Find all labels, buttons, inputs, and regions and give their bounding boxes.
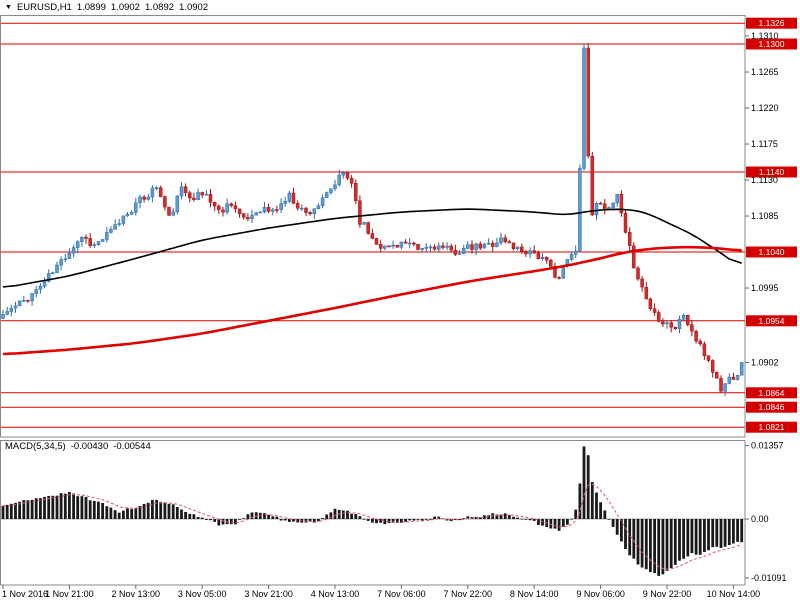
price-line-tag-label: 1.0821 xyxy=(759,422,785,432)
macd-signal-value: -0.00544 xyxy=(113,441,151,452)
price-line-tag-label: 1.0846 xyxy=(759,402,785,412)
x-axis-label: 1 Nov 2016 xyxy=(2,589,48,599)
x-axis-label: 1 Nov 21:00 xyxy=(45,589,94,599)
x-axis-label: 9 Nov 22:00 xyxy=(643,589,692,599)
y-axis-label: 1.0995 xyxy=(751,283,779,293)
price-line-tag-label: 1.1040 xyxy=(759,247,785,257)
macd-signal-line xyxy=(2,483,742,570)
x-axis-label: 3 Nov 05:00 xyxy=(178,589,227,599)
price-line-tag-label: 1.1300 xyxy=(759,39,785,49)
price-axis-labels: 1.1310 1.1265 1.1220 1.1175 1.1130 1.1085 1.09… xyxy=(745,31,779,367)
price-line-tag-label: 1.1140 xyxy=(759,167,785,177)
macd-scale-labels: 0.01357 0.00 -0.01091 xyxy=(745,441,787,583)
price-line-tag-label: 1.1326 xyxy=(759,18,785,28)
current-price-label: 1.0902 xyxy=(751,357,779,367)
chart-info-line: ▼ EURUSD,H1 1.0899 1.0902 1.0892 1.0902 xyxy=(5,2,208,13)
y-axis-label: 1.1220 xyxy=(751,103,779,113)
x-axis-label: 8 Nov 14:00 xyxy=(510,589,559,599)
macd-histogram xyxy=(1,446,744,576)
x-axis-label: 9 Nov 06:00 xyxy=(576,589,625,599)
x-axis-label: 4 Nov 13:00 xyxy=(311,589,360,599)
ma-slow-line xyxy=(2,245,742,356)
macd-indicator-label: MACD(5,34,5) xyxy=(5,441,66,452)
price-line-tag-label: 1.0864 xyxy=(759,388,785,398)
macd-main-value: -0.00430 xyxy=(70,441,109,452)
x-axis-label: 7 Nov 22:00 xyxy=(444,589,493,599)
candlesticks xyxy=(1,43,744,396)
ohlc-open-value: 1.0899 xyxy=(76,2,106,13)
price-line-tag-label: 1.0954 xyxy=(759,316,785,326)
ma-fast-line xyxy=(2,208,742,288)
ohlc-low-value: 1.0892 xyxy=(144,2,175,13)
x-axis-label: 10 Nov 14:00 xyxy=(707,589,761,599)
y-axis-label: 1.1085 xyxy=(751,211,779,221)
x-axis-label: 2 Nov 13:00 xyxy=(112,589,161,599)
ohlc-high-value: 1.0902 xyxy=(110,2,140,13)
macd-scale-label: -0.01091 xyxy=(751,573,787,583)
y-axis-label: 1.1175 xyxy=(751,139,778,149)
main-chart-frame xyxy=(0,15,746,438)
macd-scale-label: 0.00 xyxy=(751,514,769,524)
price-line-tags: 1.1326 1.1300 1.1140 1.1040 1.0954 1.0864 1.08… xyxy=(746,17,797,433)
symbol-timeframe-label: EURUSD,H1 xyxy=(16,2,72,13)
y-axis-label: 1.1130 xyxy=(751,175,778,185)
macd-panel-frame xyxy=(0,440,746,586)
macd-info-line: MACD(5,34,5) -0.00430 -0.00544 xyxy=(5,441,151,452)
macd-scale-label: 0.01357 xyxy=(751,441,784,451)
ohlc-close-value: 1.0902 xyxy=(179,2,209,13)
chart-marker-icon: ▼ xyxy=(5,4,12,11)
y-axis-label: 1.1310 xyxy=(751,31,779,41)
x-axis-label: 7 Nov 06:00 xyxy=(377,589,426,599)
x-axis-label: 3 Nov 21:00 xyxy=(244,589,293,599)
y-axis-label: 1.1265 xyxy=(751,67,779,77)
horizontal-price-lines xyxy=(1,22,745,428)
